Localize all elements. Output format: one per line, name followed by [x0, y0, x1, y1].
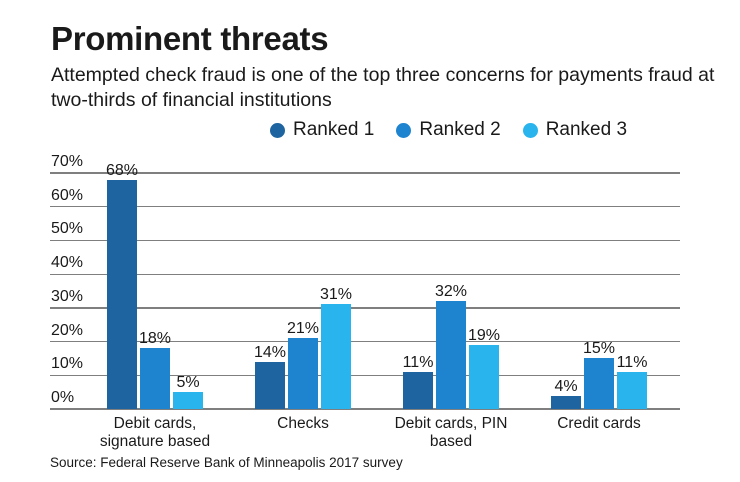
bar-ranked-3 — [173, 392, 203, 409]
bar-value-label: 14% — [253, 343, 287, 361]
legend-dot-icon — [396, 122, 412, 138]
y-tick-label: 70% — [51, 153, 84, 170]
source-note: Source: Federal Reserve Bank of Minneapo… — [50, 455, 403, 470]
bar-value-label: 5% — [176, 374, 200, 392]
y-tick-label: 60% — [51, 186, 84, 204]
bar-ranked-3 — [469, 344, 499, 409]
legend-dot-icon — [522, 122, 538, 138]
bar-value-label: 31% — [319, 286, 353, 304]
legend: Ranked 1 Ranked 2 Ranked 3 — [270, 119, 649, 141]
y-tick-label: 10% — [51, 355, 84, 373]
bar-value-label: 4% — [554, 377, 578, 395]
y-tick-label: 20% — [51, 321, 84, 339]
bar-ranked-2 — [140, 348, 170, 409]
bar-ranked-2 — [584, 358, 614, 409]
bar-value-label: 19% — [467, 326, 501, 344]
bar-value-label: 68% — [105, 161, 139, 179]
bar-value-label: 18% — [138, 330, 172, 348]
gridline — [50, 239, 680, 242]
gridline — [50, 273, 680, 275]
legend-item-ranked-1: Ranked 1 — [270, 119, 374, 141]
bar-ranked-2 — [288, 338, 318, 409]
bar-ranked-2 — [436, 301, 466, 409]
chart-subtitle: Attempted check fraud is one of the top … — [51, 64, 715, 111]
bar-ranked-1 — [551, 395, 581, 409]
bar-value-label: 21% — [286, 320, 320, 338]
y-tick-label: 50% — [51, 220, 84, 238]
x-category-label: Checks — [277, 415, 329, 432]
bar-ranked-1 — [107, 179, 137, 409]
bar-value-label: 11% — [402, 353, 434, 371]
bar-value-label: 11% — [616, 353, 648, 371]
y-tick-label: 0% — [51, 389, 75, 406]
gridline — [50, 374, 680, 376]
bar-ranked-3 — [321, 304, 351, 409]
x-category-label: Debit cards, signature based — [99, 415, 211, 450]
bar-value-label: 15% — [582, 340, 616, 358]
gridline — [50, 172, 680, 174]
gridline — [50, 206, 680, 208]
legend-item-ranked-3: Ranked 3 — [522, 119, 628, 141]
gridline — [50, 408, 680, 410]
gridline — [50, 307, 680, 309]
x-category-label: Debit cards, PIN based — [394, 415, 508, 450]
bar-ranked-1 — [255, 361, 285, 409]
y-tick-label: 40% — [51, 254, 84, 272]
legend-label: Ranked 2 — [419, 119, 501, 140]
legend-item-ranked-2: Ranked 2 — [396, 119, 501, 141]
legend-dot-icon — [270, 122, 285, 138]
bar-ranked-3 — [617, 371, 647, 409]
y-tick-label: 30% — [51, 287, 84, 305]
bar-value-label: 32% — [434, 283, 468, 301]
x-category-label: Credit cards — [557, 415, 641, 432]
gridline — [50, 340, 680, 343]
chart-title: Prominent threats — [51, 20, 329, 57]
legend-label: Ranked 3 — [545, 119, 628, 140]
bar-ranked-1 — [403, 371, 433, 409]
legend-label: Ranked 1 — [293, 119, 375, 140]
